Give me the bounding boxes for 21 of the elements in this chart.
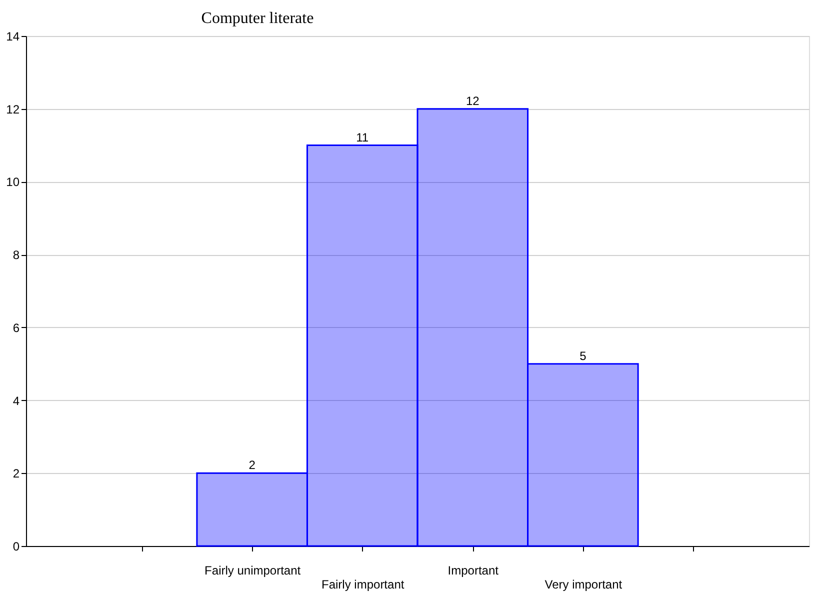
x-tick-label: Very important [544,578,623,592]
bar [416,108,529,547]
x-tick-label: Fairly unimportant [204,564,302,578]
y-tick-label: 4 [12,394,20,408]
data-label: 12 [466,94,480,108]
bar [306,144,418,547]
data-label: 2 [248,458,256,472]
bar [527,363,639,547]
y-tick-label: 0 [12,540,20,554]
data-label: 5 [580,348,587,363]
chart-title: Computer literate [201,10,314,27]
y-tick-label: 10 [6,175,20,190]
y-tick-label: 12 [6,102,20,116]
y-tick-label: 2 [12,466,20,481]
y-tick-label: 6 [12,320,20,335]
bar [196,472,308,547]
data-label: 11 [356,130,369,144]
x-tick-label: Fairly important [322,578,405,592]
y-tick-label: 8 [12,248,20,262]
y-tick-label: 14 [6,30,20,44]
x-tick-label: Important [448,564,500,578]
